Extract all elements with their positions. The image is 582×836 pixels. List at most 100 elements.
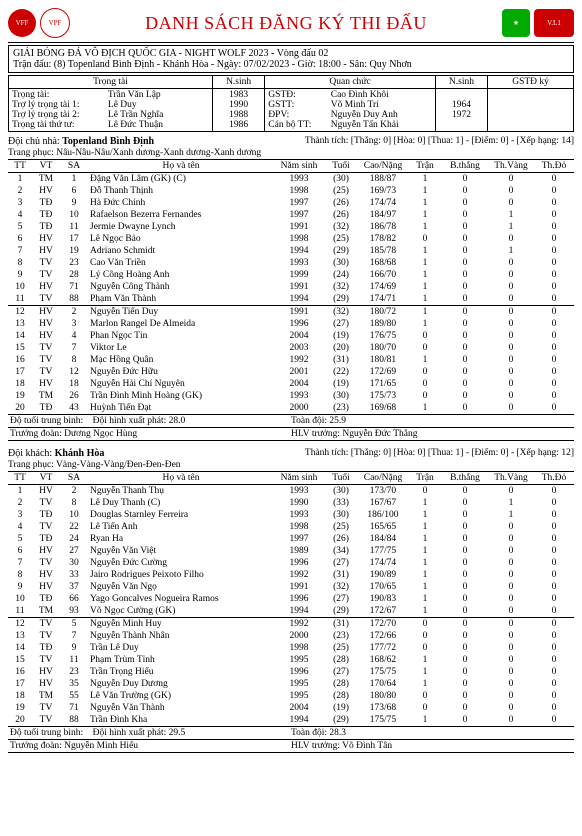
cell-sa: 10: [60, 209, 88, 221]
cell-name: Nguyễn Tiến Duy: [88, 306, 274, 319]
cell-sa: 9: [60, 197, 88, 209]
cell-td: 0: [534, 342, 574, 354]
cell-tt: 9: [8, 581, 32, 593]
cell-ns: 1994: [274, 714, 324, 726]
cell-tt: 8: [8, 257, 32, 269]
col-tv: Th.Vàng: [488, 160, 534, 173]
cell-ns: 1998: [274, 521, 324, 533]
cell-ns: 1996: [274, 593, 324, 605]
cell-tv: 0: [488, 185, 534, 197]
cell-td: 0: [534, 330, 574, 342]
cell-vt: TM: [32, 173, 60, 186]
cell-age: (25): [324, 642, 358, 654]
cell-hw: 173/70: [358, 485, 408, 498]
cell-hw: 168/68: [358, 257, 408, 269]
cell-tv: 0: [488, 630, 534, 642]
cell-hw: 186/78: [358, 221, 408, 233]
cell-tt: 7: [8, 557, 32, 569]
cell-tt: 4: [8, 209, 32, 221]
cell-sa: 7: [60, 342, 88, 354]
cell-vt: TV: [32, 366, 60, 378]
off-labels: GSTĐ: GSTT: ĐPV: Cán bộ TT:: [265, 89, 328, 132]
cell-td: 0: [534, 666, 574, 678]
cell-ns: 2004: [274, 378, 324, 390]
cell-bt: 0: [442, 569, 488, 581]
cell-age: (27): [324, 557, 358, 569]
cell-vt: TV: [32, 269, 60, 281]
cell-tv: 0: [488, 233, 534, 245]
cell-vt: TV: [32, 630, 60, 642]
cell-name: Jermie Dwayne Lynch: [88, 221, 274, 233]
cell-ns: 1992: [274, 618, 324, 631]
cell-sa: 28: [60, 269, 88, 281]
cell-ns: 1998: [274, 185, 324, 197]
cell-vt: TĐ: [32, 593, 60, 605]
cell-age: (30): [324, 257, 358, 269]
cell-bt: 0: [442, 402, 488, 414]
vpf-logo: VPF: [40, 8, 70, 38]
cell-td: 0: [534, 402, 574, 414]
cell-td: 0: [534, 257, 574, 269]
cell-tt: 3: [8, 509, 32, 521]
cell-ns: 1997: [274, 209, 324, 221]
cell-tran: 1: [408, 185, 442, 197]
cell-name: Nguyễn Văn Việt: [88, 545, 274, 557]
cell-sa: 43: [60, 402, 88, 414]
cell-td: 0: [534, 533, 574, 545]
cell-tt: 3: [8, 197, 32, 209]
cell-tran: 1: [408, 581, 442, 593]
cell-bt: 0: [442, 690, 488, 702]
cell-name: Phan Ngọc Tín: [88, 330, 274, 342]
home-label: Đội chủ nhà:: [8, 136, 60, 147]
player-row: 10TĐ66Yago Goncalves Nogueira Ramos1996(…: [8, 593, 574, 605]
cell-tt: 17: [8, 678, 32, 690]
cell-tran: 0: [408, 690, 442, 702]
cell-tv: 0: [488, 485, 534, 498]
cell-ns: 1997: [274, 533, 324, 545]
cell-age: (19): [324, 378, 358, 390]
cell-td: 0: [534, 281, 574, 293]
cell-name: Mạc Hồng Quân: [88, 354, 274, 366]
cell-vt: TĐ: [32, 197, 60, 209]
player-row: 8TV23Cao Văn Triền1993(30)168/681000: [8, 257, 574, 269]
cell-hw: 180/70: [358, 342, 408, 354]
cell-name: Lê Tiến Anh: [88, 521, 274, 533]
player-row: 5TĐ11Jermie Dwayne Lynch1991(32)186/7810…: [8, 221, 574, 233]
cell-tv: 0: [488, 593, 534, 605]
cell-td: 0: [534, 378, 574, 390]
col-bt: B.thắng: [442, 472, 488, 485]
player-row: 13TV7Nguyễn Thành Nhân2000(23)172/660000: [8, 630, 574, 642]
cell-vt: HV: [32, 318, 60, 330]
cell-tv: 0: [488, 533, 534, 545]
cell-td: 0: [534, 569, 574, 581]
cell-sa: 3: [60, 318, 88, 330]
cell-td: 0: [534, 521, 574, 533]
cell-hw: 174/69: [358, 281, 408, 293]
cell-vt: TV: [32, 342, 60, 354]
col-ref: Trọng tài: [9, 76, 213, 89]
home-summary: Độ tuổi trung bình: Đội hình xuất phát: …: [8, 414, 574, 428]
player-row: 19TV71Nguyễn Văn Thành2004(19)173/680000: [8, 702, 574, 714]
cell-bt: 0: [442, 281, 488, 293]
cell-tt: 2: [8, 185, 32, 197]
cell-age: (32): [324, 306, 358, 319]
cell-age: (22): [324, 366, 358, 378]
cell-tran: 1: [408, 221, 442, 233]
cell-vt: HV: [32, 666, 60, 678]
cell-tv: 0: [488, 654, 534, 666]
cell-ns: 1993: [274, 257, 324, 269]
cell-tt: 20: [8, 714, 32, 726]
cell-bt: 0: [442, 605, 488, 618]
cell-sa: 55: [60, 690, 88, 702]
cell-age: (28): [324, 654, 358, 666]
cell-name: Nguyễn Thành Nhân: [88, 630, 274, 642]
player-row: 10HV71Nguyễn Công Thành1991(32)174/69100…: [8, 281, 574, 293]
cell-sa: 71: [60, 281, 88, 293]
cell-tran: 0: [408, 630, 442, 642]
cell-tran: 1: [408, 654, 442, 666]
col-name: Họ và tên: [88, 472, 274, 485]
cell-ns: 1991: [274, 281, 324, 293]
col-tt: TT: [8, 160, 32, 173]
player-row: 5TĐ24Ryan Ha1997(26)184/841000: [8, 533, 574, 545]
cell-tt: 15: [8, 654, 32, 666]
